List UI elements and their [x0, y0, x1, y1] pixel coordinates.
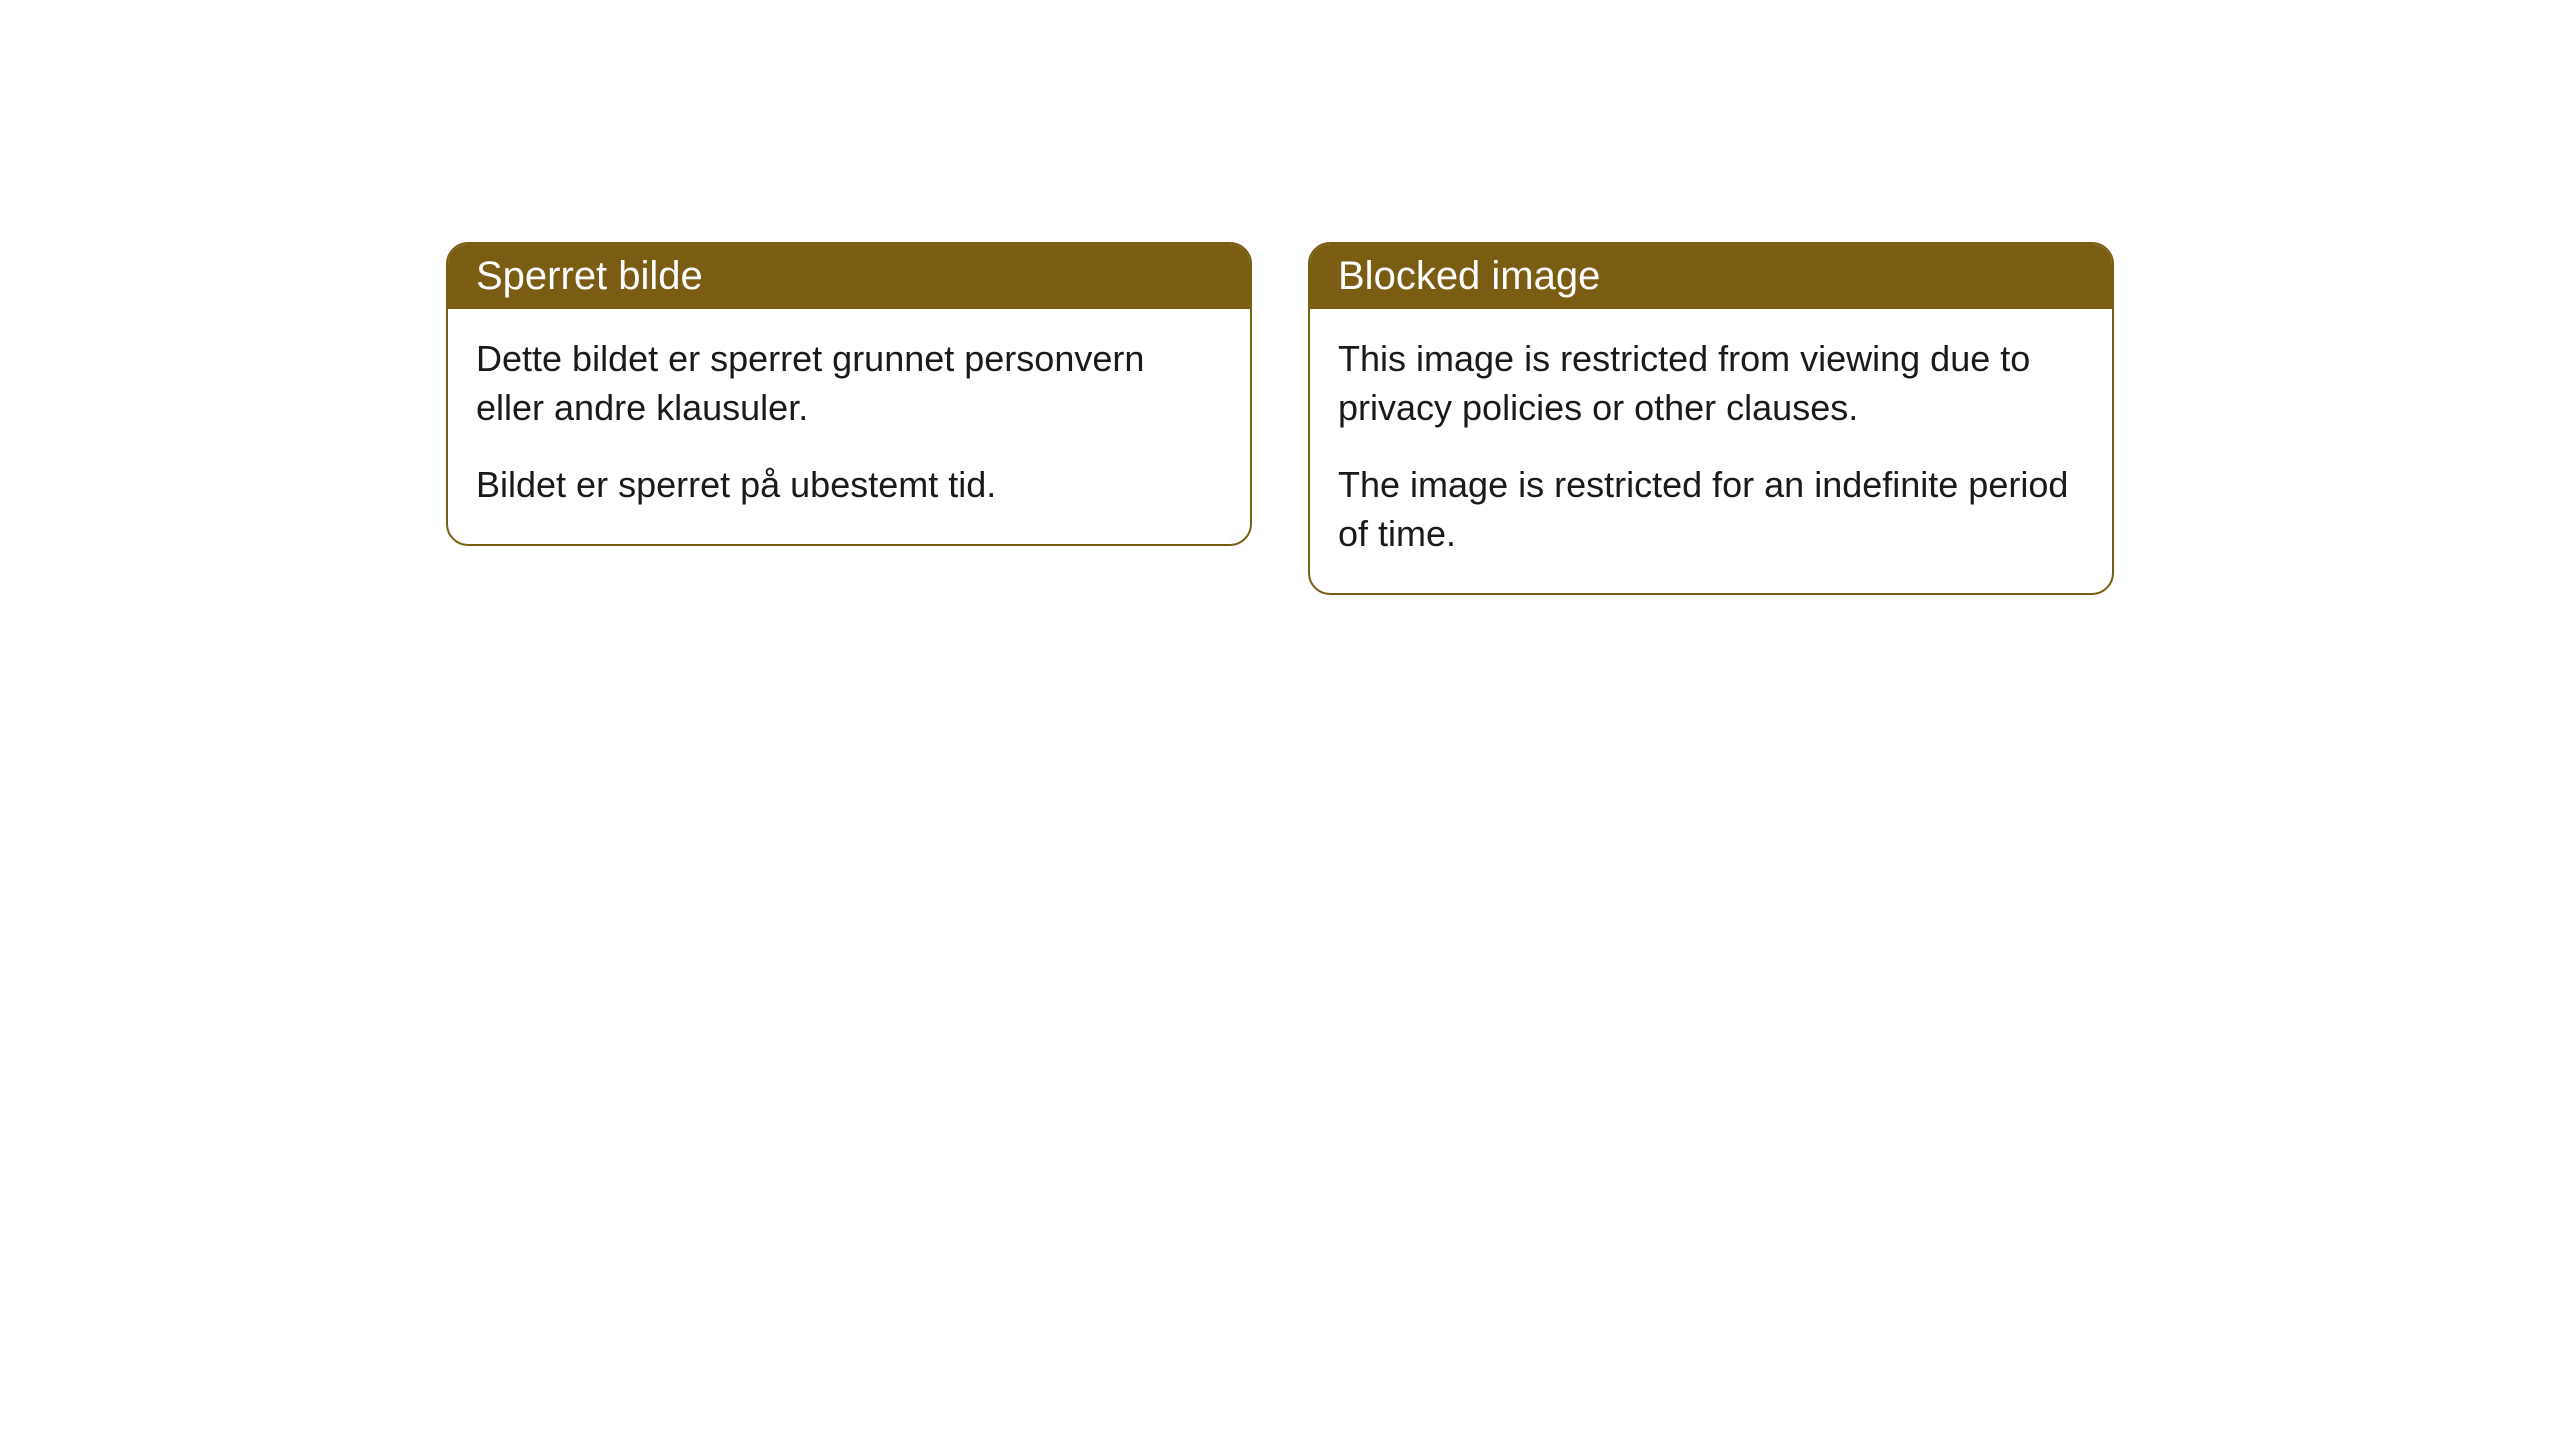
- card-paragraph-norwegian-1: Dette bildet er sperret grunnet personve…: [476, 335, 1222, 433]
- card-header-english: Blocked image: [1310, 244, 2112, 309]
- card-title-english: Blocked image: [1338, 254, 1600, 298]
- card-body-norwegian: Dette bildet er sperret grunnet personve…: [448, 309, 1250, 544]
- card-paragraph-english-2: The image is restricted for an indefinit…: [1338, 461, 2084, 559]
- card-paragraph-english-1: This image is restricted from viewing du…: [1338, 335, 2084, 433]
- cards-container: Sperret bilde Dette bildet er sperret gr…: [446, 242, 2114, 1440]
- card-body-english: This image is restricted from viewing du…: [1310, 309, 2112, 593]
- card-title-norwegian: Sperret bilde: [476, 254, 703, 298]
- card-english: Blocked image This image is restricted f…: [1308, 242, 2114, 595]
- card-norwegian: Sperret bilde Dette bildet er sperret gr…: [446, 242, 1252, 546]
- card-paragraph-norwegian-2: Bildet er sperret på ubestemt tid.: [476, 461, 1222, 510]
- card-header-norwegian: Sperret bilde: [448, 244, 1250, 309]
